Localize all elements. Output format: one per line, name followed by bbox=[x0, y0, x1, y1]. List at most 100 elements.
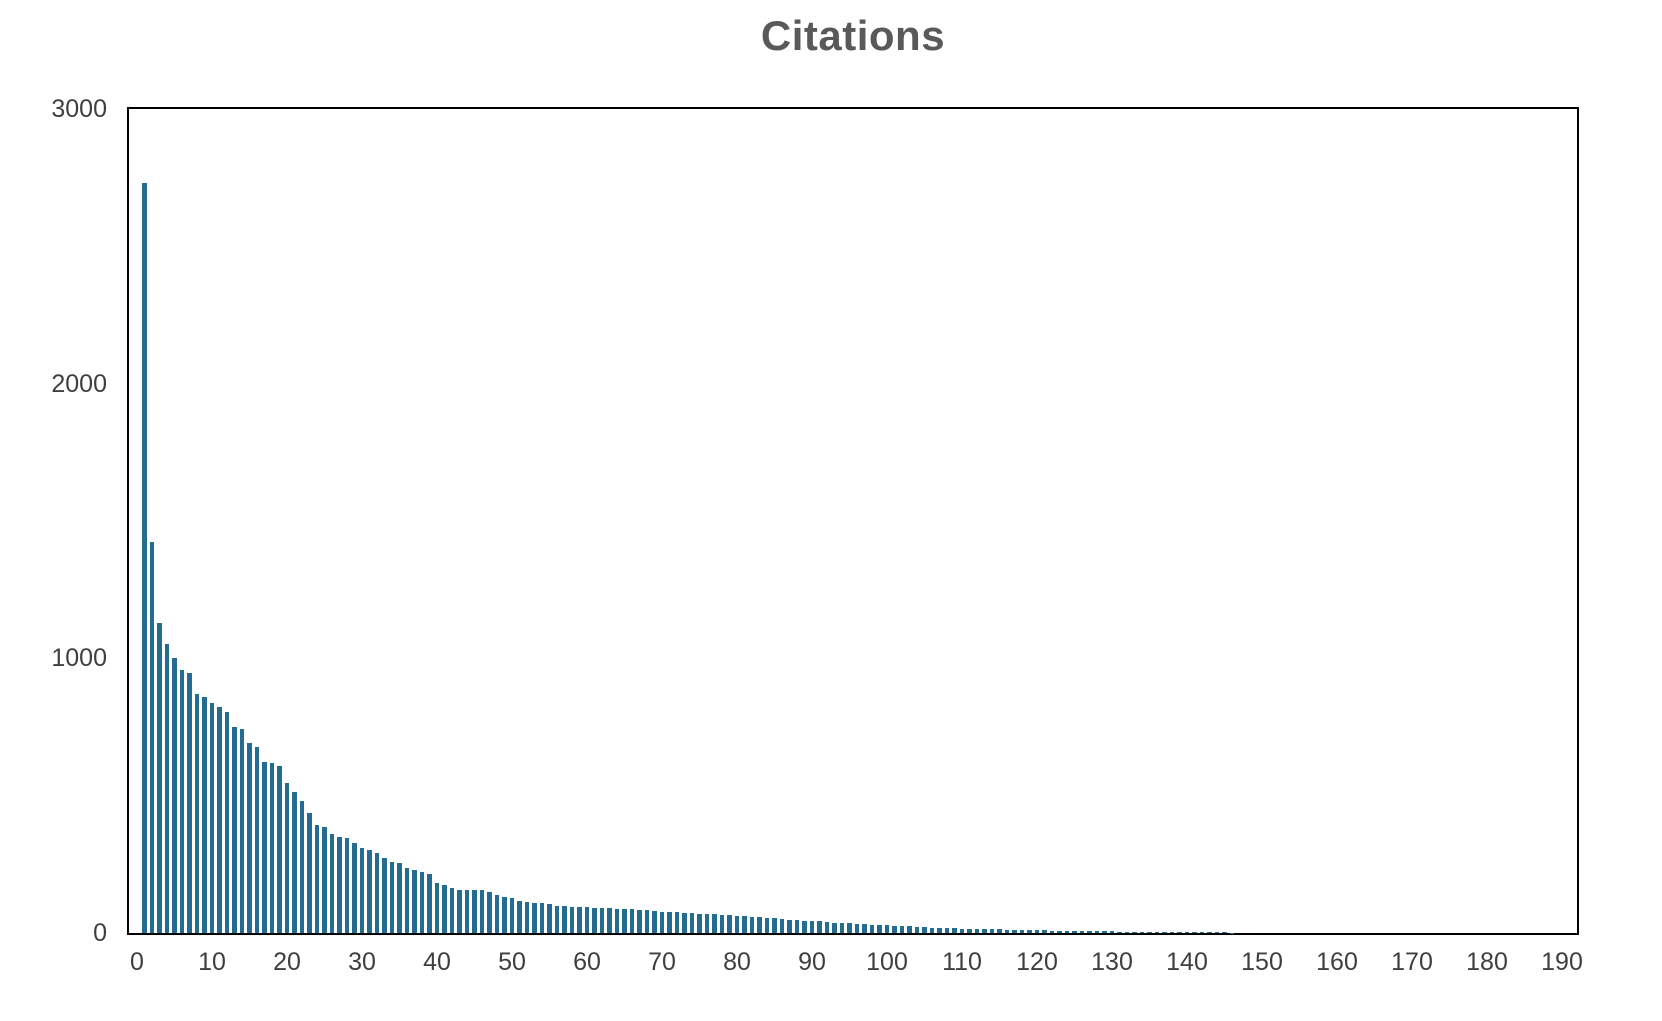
bar bbox=[1139, 931, 1145, 933]
bar bbox=[937, 927, 942, 933]
bar bbox=[892, 925, 897, 933]
bar bbox=[862, 924, 867, 933]
bar bbox=[974, 928, 980, 933]
bar bbox=[967, 928, 972, 933]
bar bbox=[1109, 931, 1115, 933]
bar bbox=[269, 763, 275, 933]
x-tick-label: 170 bbox=[1391, 948, 1433, 976]
x-tick-label: 110 bbox=[942, 948, 982, 976]
x-tick-label: 120 bbox=[1016, 948, 1058, 976]
bar bbox=[1087, 931, 1092, 933]
bar bbox=[547, 904, 552, 933]
bar bbox=[164, 644, 170, 933]
bar bbox=[1094, 931, 1100, 933]
bar bbox=[509, 898, 515, 933]
bar bbox=[1012, 929, 1017, 933]
bar bbox=[854, 923, 860, 933]
bar bbox=[629, 909, 635, 933]
bar bbox=[1064, 930, 1070, 933]
x-tick-label: 0 bbox=[130, 948, 144, 976]
bar bbox=[929, 927, 935, 933]
bar bbox=[772, 918, 777, 933]
bar bbox=[1049, 930, 1055, 933]
bar bbox=[554, 905, 560, 933]
bar bbox=[1199, 932, 1205, 933]
bar bbox=[764, 917, 770, 933]
bar bbox=[802, 920, 807, 933]
bar bbox=[839, 922, 845, 933]
bar bbox=[494, 895, 500, 933]
bar bbox=[479, 890, 485, 933]
bar bbox=[232, 727, 237, 933]
bar bbox=[262, 761, 267, 933]
bar bbox=[644, 910, 650, 933]
bar bbox=[292, 791, 297, 933]
bar bbox=[539, 903, 545, 933]
bar bbox=[847, 923, 852, 933]
x-tick-label: 60 bbox=[573, 948, 601, 976]
bar bbox=[179, 670, 185, 933]
bar bbox=[359, 848, 365, 933]
bar bbox=[187, 672, 192, 933]
x-tick-label: 70 bbox=[648, 948, 676, 976]
bar bbox=[397, 863, 402, 933]
bar bbox=[434, 883, 440, 933]
bar bbox=[464, 889, 470, 933]
bar bbox=[584, 907, 590, 933]
bar bbox=[337, 836, 342, 933]
x-tick-label: 40 bbox=[423, 948, 451, 976]
x-tick-label: 20 bbox=[273, 948, 301, 976]
bar bbox=[194, 694, 200, 933]
bar bbox=[1102, 931, 1107, 933]
bars-container bbox=[129, 109, 1577, 933]
bar bbox=[734, 915, 740, 933]
bar bbox=[794, 920, 800, 933]
bar bbox=[1072, 930, 1077, 933]
bar bbox=[727, 915, 732, 933]
bar bbox=[1124, 931, 1130, 933]
bar bbox=[427, 873, 432, 933]
bar bbox=[779, 919, 785, 933]
bar bbox=[877, 925, 882, 933]
bar bbox=[254, 746, 260, 933]
bar bbox=[899, 926, 905, 933]
bar bbox=[997, 929, 1002, 933]
x-tick-label: 190 bbox=[1541, 948, 1583, 976]
plot-area bbox=[127, 107, 1579, 935]
bar bbox=[449, 887, 455, 933]
bar bbox=[569, 906, 575, 933]
bar bbox=[517, 901, 522, 933]
bar bbox=[1192, 932, 1197, 933]
bar bbox=[682, 912, 687, 933]
bar bbox=[524, 902, 530, 933]
y-tick-label: 2000 bbox=[51, 369, 107, 398]
bar bbox=[457, 889, 462, 933]
bar bbox=[832, 922, 837, 933]
x-tick-label: 140 bbox=[1166, 948, 1208, 976]
x-tick-label: 130 bbox=[1091, 948, 1133, 976]
bar bbox=[1132, 931, 1137, 933]
bar bbox=[577, 907, 582, 933]
bar bbox=[659, 911, 665, 933]
bar bbox=[247, 743, 252, 933]
bar bbox=[1222, 932, 1227, 933]
bar bbox=[209, 703, 215, 933]
x-tick-label: 10 bbox=[198, 948, 226, 976]
bar bbox=[809, 920, 815, 933]
bar bbox=[907, 926, 912, 933]
bar bbox=[1154, 931, 1160, 933]
bar bbox=[1184, 932, 1190, 933]
x-tick-label: 50 bbox=[498, 948, 526, 976]
bar bbox=[352, 843, 357, 933]
bar bbox=[1004, 929, 1010, 933]
x-tick-label: 160 bbox=[1316, 948, 1358, 976]
bar bbox=[1207, 932, 1212, 933]
bar bbox=[374, 853, 380, 933]
bar bbox=[1214, 932, 1220, 933]
bar bbox=[749, 916, 755, 933]
bar bbox=[157, 623, 162, 933]
bar bbox=[487, 891, 492, 933]
bar bbox=[689, 913, 695, 933]
bar bbox=[1042, 930, 1047, 933]
